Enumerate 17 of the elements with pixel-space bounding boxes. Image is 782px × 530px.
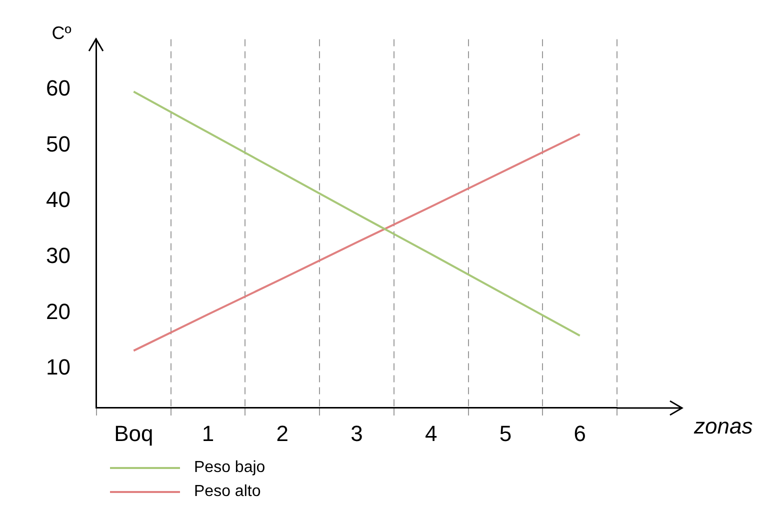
y-tick-label: 40 [46,187,70,212]
legend-label: Peso bajo [194,458,266,478]
x-axis-title: zonas [693,414,753,439]
y-tick-label: 60 [46,76,70,100]
x-tick-label: 2 [276,420,288,446]
y-tick-label: 10 [46,354,70,380]
x-tick-label: 1 [202,420,214,446]
y-tick-label: 20 [46,298,70,324]
x-tick-label: 3 [350,420,363,446]
x-tick-label: 6 [574,420,586,446]
y-tick-label: 50 [46,131,70,156]
x-tick-label: Boq [114,420,154,446]
legend-label: Peso alto [194,482,261,502]
x-tick-label: 4 [424,420,438,446]
y-tick-label: 30 [46,242,70,268]
x-tick-label: 5 [499,420,512,446]
y-axis-title: Cº [52,23,72,44]
